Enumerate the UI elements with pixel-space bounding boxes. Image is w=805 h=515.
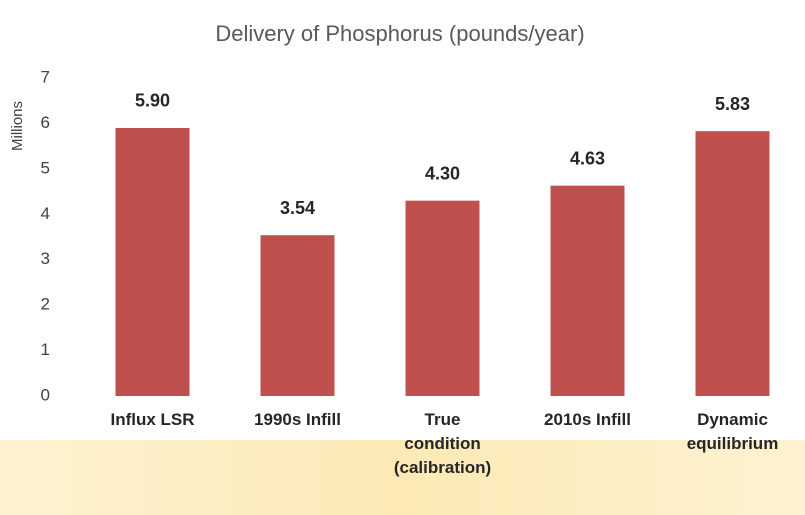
x-tick-label: 2010s Infill: [544, 410, 631, 429]
x-tick-label: Dynamic equilibrium: [686, 410, 779, 453]
y-tick-label: 2: [41, 295, 50, 314]
x-tick-label: 1990s Infill: [254, 410, 341, 429]
y-tick-label: 4: [41, 204, 50, 223]
y-tick-label: 3: [41, 249, 50, 268]
y-tick-label: 0: [41, 385, 50, 404]
bar: [695, 131, 770, 396]
bar: [260, 235, 335, 396]
y-tick-label: 6: [41, 113, 50, 132]
y-tick-label: 5: [41, 158, 50, 177]
y-axis-label: Millions: [9, 101, 26, 151]
y-tick-label: 7: [41, 67, 50, 86]
x-tick-label: Influx LSR: [110, 410, 195, 429]
x-tick-label: True condition (calibration): [393, 410, 492, 477]
data-label: 4.63: [570, 148, 605, 168]
bar: [115, 127, 190, 396]
chart-title: Delivery of Phosphorus (pounds/year): [215, 21, 584, 46]
y-tick-label: 1: [41, 340, 50, 359]
bar: [550, 185, 625, 396]
background-band: [0, 440, 805, 515]
data-label: 4.30: [425, 163, 460, 183]
data-label: 3.54: [280, 198, 315, 218]
bar: [405, 200, 480, 396]
data-label: 5.90: [135, 91, 170, 111]
data-label: 5.83: [715, 94, 750, 114]
